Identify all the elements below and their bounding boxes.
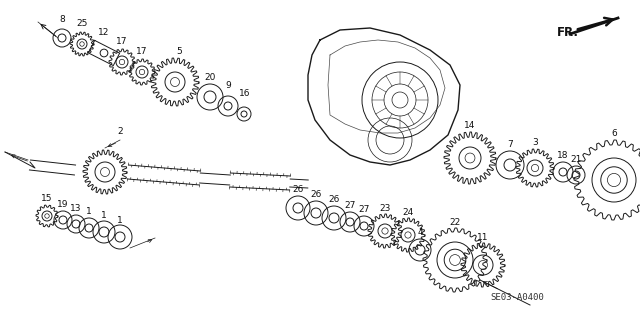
Text: 27: 27 (358, 205, 370, 214)
Text: 4: 4 (417, 228, 423, 237)
Text: 12: 12 (99, 28, 109, 37)
Text: 6: 6 (611, 129, 617, 138)
Text: 26: 26 (328, 195, 340, 204)
Text: 26: 26 (310, 190, 322, 199)
Text: 13: 13 (70, 204, 82, 213)
Text: 9: 9 (225, 81, 231, 90)
Text: 8: 8 (59, 15, 65, 24)
Text: 17: 17 (136, 47, 148, 56)
Text: 23: 23 (380, 204, 390, 213)
Text: 7: 7 (507, 140, 513, 149)
Text: FR.: FR. (557, 26, 579, 39)
Text: 1: 1 (101, 211, 107, 220)
Text: 24: 24 (403, 208, 413, 217)
Text: 2: 2 (117, 127, 123, 136)
Text: 1: 1 (117, 216, 123, 225)
Text: 22: 22 (449, 218, 461, 227)
Text: 20: 20 (204, 73, 216, 82)
Text: 21: 21 (570, 155, 582, 164)
Text: 17: 17 (116, 37, 128, 46)
Text: 16: 16 (239, 89, 251, 98)
Text: 14: 14 (464, 121, 476, 130)
Text: 1: 1 (86, 207, 92, 216)
Text: 3: 3 (532, 138, 538, 147)
Text: 5: 5 (176, 47, 182, 56)
Text: SE03-A0400: SE03-A0400 (490, 293, 544, 302)
Text: 27: 27 (344, 201, 356, 210)
Text: 19: 19 (57, 200, 68, 209)
Text: 25: 25 (76, 19, 88, 28)
Text: 11: 11 (477, 233, 489, 242)
Text: 15: 15 (41, 194, 52, 203)
Text: 26: 26 (292, 185, 304, 194)
Text: 18: 18 (557, 151, 569, 160)
